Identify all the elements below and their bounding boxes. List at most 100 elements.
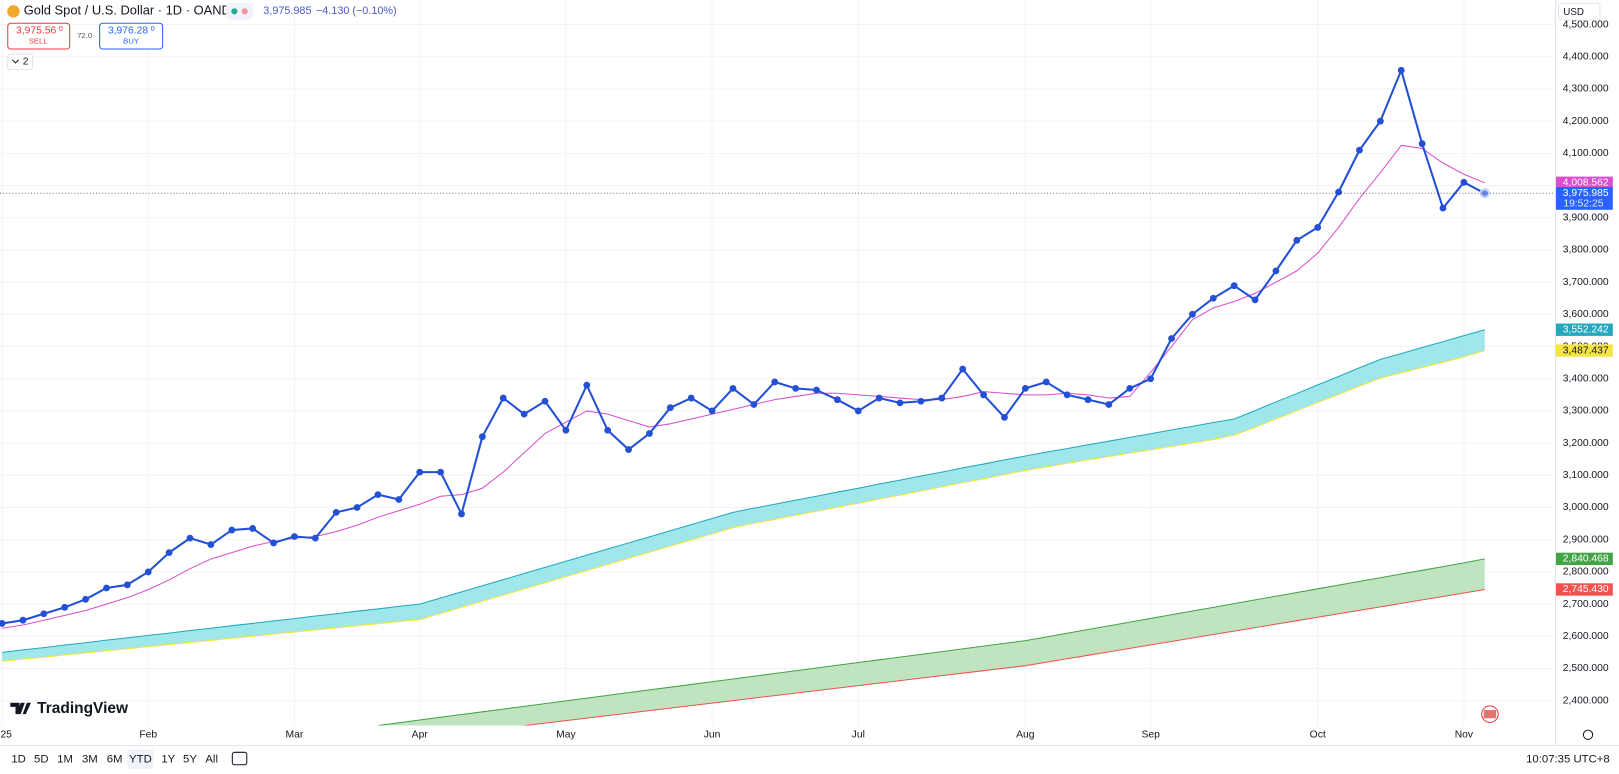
data-point	[165, 549, 173, 557]
data-point	[458, 510, 465, 518]
price-tag	[1556, 323, 1613, 336]
data-point	[1376, 117, 1384, 125]
price-tag	[1556, 176, 1613, 189]
y-tick-label: 4,500.000	[1563, 19, 1609, 30]
y-tick-label: 4,300.000	[1563, 84, 1609, 95]
data-point	[1042, 378, 1050, 386]
data-point	[123, 581, 131, 589]
range-button[interactable]: 5Y	[183, 754, 197, 766]
data-point	[19, 616, 27, 624]
plot-area	[0, 0, 1555, 726]
data-point	[1209, 294, 1217, 302]
data-point	[1001, 413, 1008, 421]
price-tag-label: 3,487.437	[1563, 345, 1609, 356]
x-tick-label: May	[556, 730, 576, 741]
symbol-logo	[7, 5, 20, 18]
sell-digit: 0	[59, 24, 63, 33]
sell-label: SELL	[29, 36, 49, 45]
data-point	[1126, 384, 1134, 392]
y-tick-label: 3,700.000	[1563, 277, 1609, 288]
active-range	[127, 749, 154, 769]
settings	[1582, 729, 1594, 740]
sell-button[interactable]	[7, 22, 71, 50]
series-line	[2, 329, 1485, 653]
range-button[interactable]: 3M	[82, 754, 98, 766]
range-button[interactable]: 6M	[107, 754, 123, 766]
data-point	[729, 384, 737, 392]
data-point	[1188, 310, 1196, 318]
price-tag-label: 2,840.468	[1563, 554, 1609, 565]
range-button[interactable]: All	[205, 754, 218, 766]
price-tag-label: 3,975.985	[1563, 188, 1609, 199]
sell-price: 3,975.56	[16, 26, 56, 37]
flag-icon	[1483, 710, 1497, 719]
currency-button[interactable]	[1558, 3, 1601, 21]
last-price: 3,975.985	[263, 5, 311, 17]
x-tick-label: 25	[0, 730, 12, 741]
y-tick-label: 4,200.000	[1563, 116, 1609, 127]
y-tick-label: 4,100.000	[1563, 148, 1609, 159]
date-range-icon[interactable]	[231, 751, 248, 766]
x-tick-label: Mar	[286, 730, 304, 741]
indicators-toggle[interactable]	[7, 53, 34, 71]
buy-digit: 0	[151, 24, 155, 33]
data-point	[228, 526, 236, 534]
data-point	[332, 508, 340, 516]
range-button[interactable]: 5D	[34, 754, 49, 766]
data-point	[854, 407, 862, 415]
data-point	[478, 433, 486, 441]
data-point	[395, 496, 403, 503]
data-point	[980, 391, 987, 399]
series-line	[1, 69, 1486, 625]
data-point	[1251, 296, 1259, 304]
buy-label: BUY	[123, 36, 139, 45]
symbol-title: Gold Spot / U.S. Dollar · 1D · OANDA	[24, 3, 240, 18]
price-tag-label: 2,745.430	[1563, 584, 1609, 595]
bottom-toolbar: 10:07:35 UTC+8 1D 5D 1M 3M 6M YTD 1Y 5Y All	[11, 749, 1610, 769]
x-tick-label: Jun	[704, 730, 721, 741]
range-button[interactable]: 1D	[11, 754, 26, 766]
data-point	[1335, 188, 1342, 196]
data-point	[353, 504, 361, 511]
clock: 10:07:35 UTC+8	[1526, 754, 1610, 766]
data-point	[938, 394, 946, 402]
data-point	[917, 397, 925, 405]
data-point	[646, 430, 653, 437]
data-point	[625, 446, 632, 453]
buy-button[interactable]	[99, 22, 164, 50]
y-tick-label: 2,700.000	[1563, 599, 1609, 610]
data-point	[1105, 401, 1113, 408]
data-point	[437, 468, 445, 476]
series-line	[2, 350, 1485, 662]
data-point	[82, 595, 90, 603]
data-point	[541, 397, 549, 405]
x-tick-label: Feb	[139, 730, 157, 741]
data-point	[270, 539, 277, 547]
market-open-dot	[231, 8, 238, 15]
indicator-count: 2	[23, 57, 29, 68]
range-button[interactable]: 1M	[57, 754, 73, 766]
x-tick-label: Sep	[1141, 730, 1160, 741]
x-tick-label: Jul	[852, 730, 865, 741]
data-point	[687, 394, 695, 402]
y-tick-label: 2,600.000	[1563, 631, 1609, 642]
data-point	[750, 401, 758, 408]
data-point	[374, 491, 382, 499]
y-tick-label: 4,400.000	[1563, 51, 1609, 62]
price-tags: 2,745.430 2,840.468 3,487.437 3,552.242 4,00…	[1556, 176, 1613, 596]
data-point	[833, 396, 841, 404]
x-tick-label: Nov	[1455, 730, 1474, 741]
data-point	[1314, 224, 1322, 231]
data-point	[520, 410, 528, 418]
settings-icon[interactable]	[1582, 729, 1594, 740]
data-point	[708, 407, 716, 415]
y-tick-label: 2,400.000	[1563, 695, 1609, 706]
range-button[interactable]: 1Y	[161, 754, 175, 766]
data-point	[896, 399, 904, 407]
data-point	[416, 468, 424, 476]
data-point	[666, 404, 674, 412]
data-point	[1439, 204, 1447, 212]
range-button[interactable]: YTD	[129, 754, 152, 766]
data-point	[562, 426, 570, 434]
